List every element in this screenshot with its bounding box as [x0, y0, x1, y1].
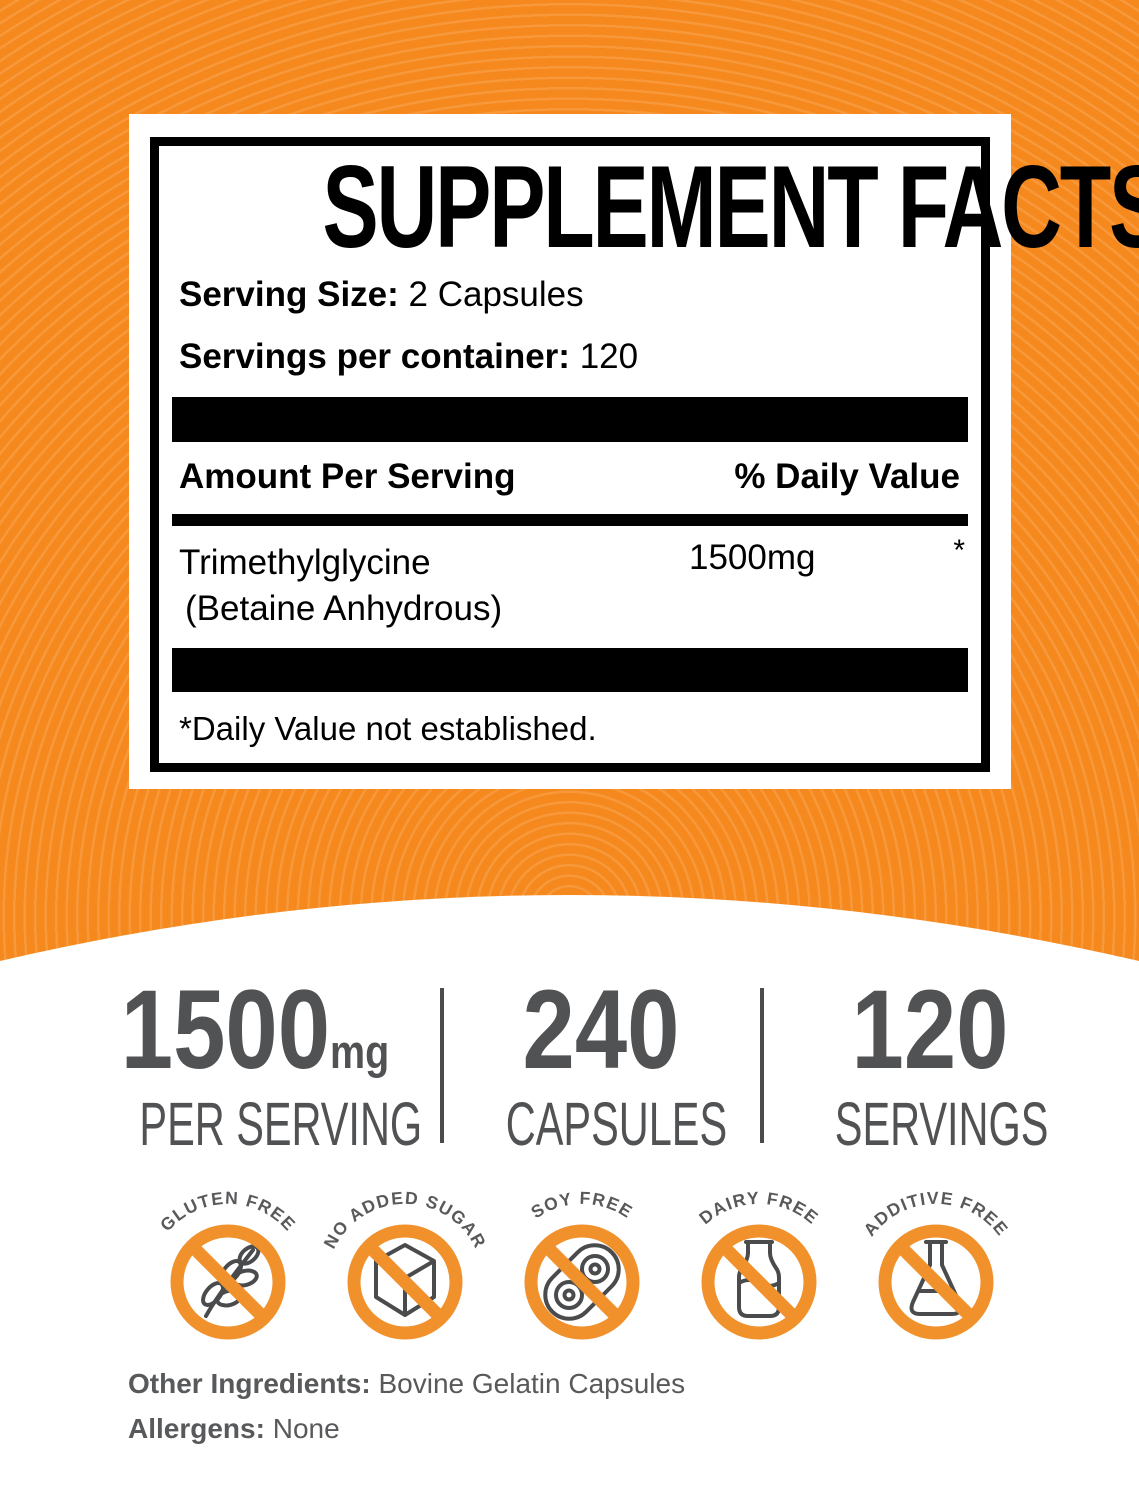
stat-servings: 120 SERVINGS — [790, 974, 1070, 1155]
badge-label: NO ADDED SUGAR — [320, 1188, 490, 1252]
soy-bean-icon: SOY FREE — [524, 1188, 640, 1340]
badge-label: SOY FREE — [527, 1188, 635, 1222]
other-info: Other Ingredients: Bovine Gelatin Capsul… — [128, 1368, 685, 1458]
thick-black-bar-bottom — [172, 648, 968, 692]
free-from-badges: GLUTEN FREE NO ADDED SUGAR — [140, 1185, 1024, 1355]
stat-capsules-label: CAPSULES — [505, 1090, 728, 1158]
serving-size-line: Serving Size: 2 Capsules — [179, 275, 584, 315]
no-added-sugar-badge: NO ADDED SUGAR — [317, 1185, 493, 1353]
badge-label: DAIRY FREE — [695, 1188, 821, 1228]
milk-bottle-icon: DAIRY FREE — [695, 1188, 823, 1340]
thick-black-bar-top — [172, 397, 968, 442]
thin-black-divider — [172, 514, 968, 526]
daily-value-footnote: *Daily Value not established. — [179, 710, 597, 747]
wheat-icon: GLUTEN FREE — [156, 1188, 299, 1340]
stat-unit: mg — [330, 1025, 390, 1078]
svg-text:SOY FREE: SOY FREE — [527, 1188, 636, 1222]
ingredient-daily-value-asterisk: * — [953, 534, 965, 567]
soy-free-badge: SOY FREE — [494, 1185, 670, 1353]
serving-size-value: 2 Capsules — [408, 275, 584, 314]
additive-free-badge: ADDITIVE FREE — [848, 1185, 1024, 1353]
ingredient-amount: 1500mg — [689, 538, 816, 577]
svg-text:DAIRY FREE: DAIRY FREE — [695, 1188, 823, 1228]
servings-per-container-line: Servings per container: 120 — [179, 337, 638, 377]
servings-per-container-label: Servings per container: — [179, 337, 570, 376]
allergens-value: None — [272, 1413, 340, 1444]
stat-capsules-value: 240 — [483, 974, 718, 1086]
serving-size-label: Serving Size: — [179, 275, 399, 314]
servings-per-container-value: 120 — [579, 337, 639, 376]
stat-capsules: 240 CAPSULES — [461, 974, 741, 1155]
allergens-label: Allergens: — [128, 1413, 265, 1444]
amount-per-serving-header: Amount Per Serving — [179, 457, 516, 496]
stats-strip: 1500mg PER SERVING 240 CAPSULES 120 SERV… — [0, 974, 1139, 1155]
facts-header-row: Amount Per Serving % Daily Value — [179, 457, 960, 497]
facts-border-box: SUPPLEMENT FACTS Serving Size: 2 Capsule… — [150, 137, 1139, 772]
svg-text:NO ADDED SUGAR: NO ADDED SUGAR — [320, 1188, 491, 1252]
sugar-cube-icon: NO ADDED SUGAR — [320, 1188, 491, 1340]
facts-title-text: SUPPLEMENT FACTS — [322, 141, 1139, 272]
daily-value-header: % Daily Value — [734, 457, 960, 496]
stat-divider — [440, 988, 444, 1143]
allergens-line: Allergens: None — [128, 1413, 685, 1445]
flask-icon: ADDITIVE FREE — [859, 1188, 1011, 1340]
white-curve-divider — [0, 895, 1139, 1005]
supplement-facts-panel: SUPPLEMENT FACTS Serving Size: 2 Capsule… — [129, 114, 1139, 789]
stat-per-serving-label: PER SERVING — [139, 1090, 423, 1158]
stat-divider — [760, 988, 764, 1143]
dairy-free-badge: DAIRY FREE — [671, 1185, 847, 1353]
other-ingredients-label: Other Ingredients: — [128, 1368, 371, 1399]
stat-servings-value: 120 — [812, 974, 1047, 1086]
gluten-free-badge: GLUTEN FREE — [140, 1185, 316, 1353]
stat-number: 240 — [522, 967, 680, 1092]
stat-servings-label: SERVINGS — [834, 1090, 1049, 1158]
stat-per-serving: 1500mg PER SERVING — [85, 974, 425, 1155]
other-ingredients-line: Other Ingredients: Bovine Gelatin Capsul… — [128, 1368, 685, 1400]
other-ingredients-value: Bovine Gelatin Capsules — [378, 1368, 686, 1399]
ingredient-name: Trimethylglycine — [179, 543, 431, 582]
stat-number: 120 — [851, 967, 1009, 1092]
stat-per-serving-value: 1500mg — [112, 974, 398, 1086]
facts-title: SUPPLEMENT FACTS — [159, 148, 1139, 265]
stat-number: 1500 — [120, 967, 331, 1092]
ingredient-subname: (Betaine Anhydrous) — [185, 589, 503, 628]
